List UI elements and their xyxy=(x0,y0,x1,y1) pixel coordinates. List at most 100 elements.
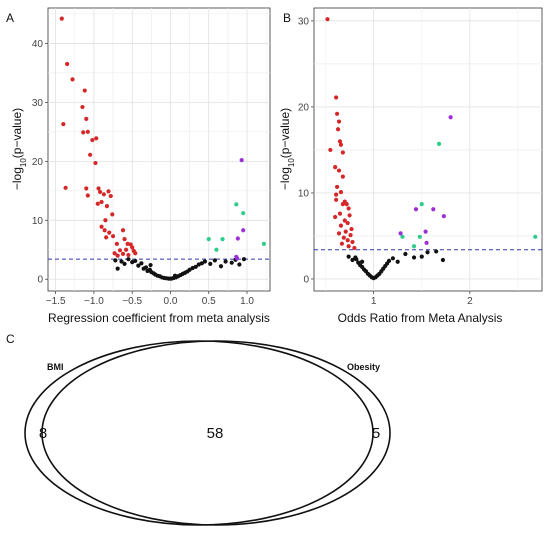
data-point xyxy=(436,141,442,147)
data-point xyxy=(143,265,149,270)
panel-b-y-ticks: 0 10 20 30 xyxy=(298,16,314,285)
data-point xyxy=(65,61,70,67)
data-point xyxy=(425,250,430,255)
data-point xyxy=(343,229,348,234)
data-point xyxy=(347,213,352,218)
data-point xyxy=(239,158,244,163)
panel-b-x-axis-label: Odds Ratio from Meta Analysis xyxy=(338,311,503,325)
data-point xyxy=(423,229,428,234)
data-point xyxy=(172,273,178,278)
data-point xyxy=(84,186,89,191)
data-point xyxy=(241,257,247,262)
data-point xyxy=(102,228,107,233)
data-point xyxy=(130,245,135,250)
y-tick-label: 10 xyxy=(32,216,44,227)
panel-b-y-axis-label-tail: (p−value) xyxy=(278,108,292,158)
data-point xyxy=(337,139,343,144)
panel-a-label: A xyxy=(6,11,14,25)
panel-a-y-axis-label-tail: (p−value) xyxy=(10,108,24,158)
data-point xyxy=(119,259,124,264)
data-point xyxy=(229,260,234,265)
data-point xyxy=(338,142,344,147)
y-tick-label: 20 xyxy=(32,157,44,168)
data-point xyxy=(440,257,446,263)
data-point xyxy=(413,207,419,212)
data-point xyxy=(411,244,417,249)
data-point xyxy=(234,202,239,207)
venn-obesity-only-count: 5 xyxy=(372,425,380,442)
data-point xyxy=(342,218,347,223)
x-tick-label: 0.5 xyxy=(202,296,216,307)
data-point xyxy=(59,16,64,21)
x-tick-label: 2 xyxy=(467,296,473,307)
data-point xyxy=(325,17,330,22)
data-point xyxy=(95,201,100,206)
data-point xyxy=(110,234,116,239)
data-point xyxy=(448,115,453,120)
data-point xyxy=(70,77,75,82)
data-point xyxy=(115,253,120,258)
panel-a-y-axis-label-main: −log xyxy=(10,167,24,190)
data-point xyxy=(350,257,355,263)
data-point xyxy=(261,241,266,246)
data-point xyxy=(112,251,117,256)
panel-a-y-axis-label-sub: 10 xyxy=(19,158,28,167)
data-point xyxy=(193,264,198,269)
data-point xyxy=(63,185,68,190)
data-point xyxy=(148,262,153,268)
data-point xyxy=(348,232,353,238)
panel-a-plot-area xyxy=(47,7,271,292)
data-point xyxy=(424,240,429,245)
data-point xyxy=(220,237,225,242)
panel-a-points xyxy=(59,16,266,281)
data-point xyxy=(85,129,90,134)
data-point xyxy=(212,258,217,263)
data-point xyxy=(398,231,403,236)
data-point xyxy=(84,116,89,121)
data-point xyxy=(344,202,349,207)
data-point xyxy=(139,261,144,266)
data-point xyxy=(345,220,350,226)
venn-bmi-label: BMI xyxy=(47,362,64,372)
data-point xyxy=(114,241,119,246)
data-point xyxy=(237,262,242,267)
data-point xyxy=(104,204,110,209)
data-point xyxy=(334,184,340,190)
panel-b-grid xyxy=(314,8,542,291)
data-point xyxy=(93,160,98,166)
data-point xyxy=(133,251,138,256)
data-point xyxy=(335,127,341,132)
data-point xyxy=(431,207,436,212)
data-point xyxy=(395,259,400,264)
data-point xyxy=(122,261,127,266)
data-point xyxy=(360,259,365,264)
data-point xyxy=(136,263,141,268)
data-point xyxy=(403,251,408,257)
data-point xyxy=(61,122,66,127)
panel-a-x-ticks: −1.5 −1.0 −0.5 0.0 0.5 1.0 xyxy=(46,291,254,307)
data-point xyxy=(82,88,87,93)
y-tick-label: 30 xyxy=(298,16,310,27)
data-point xyxy=(241,228,246,233)
data-point xyxy=(126,257,131,262)
data-point xyxy=(345,238,350,243)
panel-b-points xyxy=(325,17,538,281)
data-point xyxy=(349,226,354,232)
data-point xyxy=(346,206,351,211)
data-point xyxy=(235,236,240,241)
data-point xyxy=(338,189,344,195)
data-point xyxy=(417,234,422,239)
data-point xyxy=(354,257,359,262)
data-point xyxy=(126,252,131,258)
data-point xyxy=(81,130,86,135)
x-tick-label: 0.0 xyxy=(164,296,178,307)
data-point xyxy=(336,168,342,173)
data-point xyxy=(241,211,246,216)
panel-a-x-axis-label: Regression coefficient from meta analysi… xyxy=(48,311,270,325)
data-point xyxy=(90,137,95,143)
data-point xyxy=(101,192,106,197)
data-point xyxy=(202,259,208,264)
data-point xyxy=(350,239,355,245)
